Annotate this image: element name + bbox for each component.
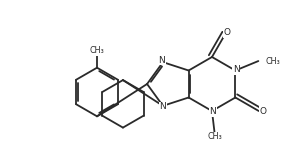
- Text: O: O: [259, 106, 266, 115]
- Text: N: N: [210, 107, 216, 116]
- Text: N: N: [233, 65, 240, 74]
- Text: CH₃: CH₃: [207, 133, 222, 141]
- Text: N: N: [158, 56, 165, 65]
- Text: N: N: [160, 102, 166, 111]
- Text: CH₃: CH₃: [265, 57, 280, 66]
- Text: O: O: [224, 28, 231, 37]
- Text: CH₃: CH₃: [90, 46, 104, 55]
